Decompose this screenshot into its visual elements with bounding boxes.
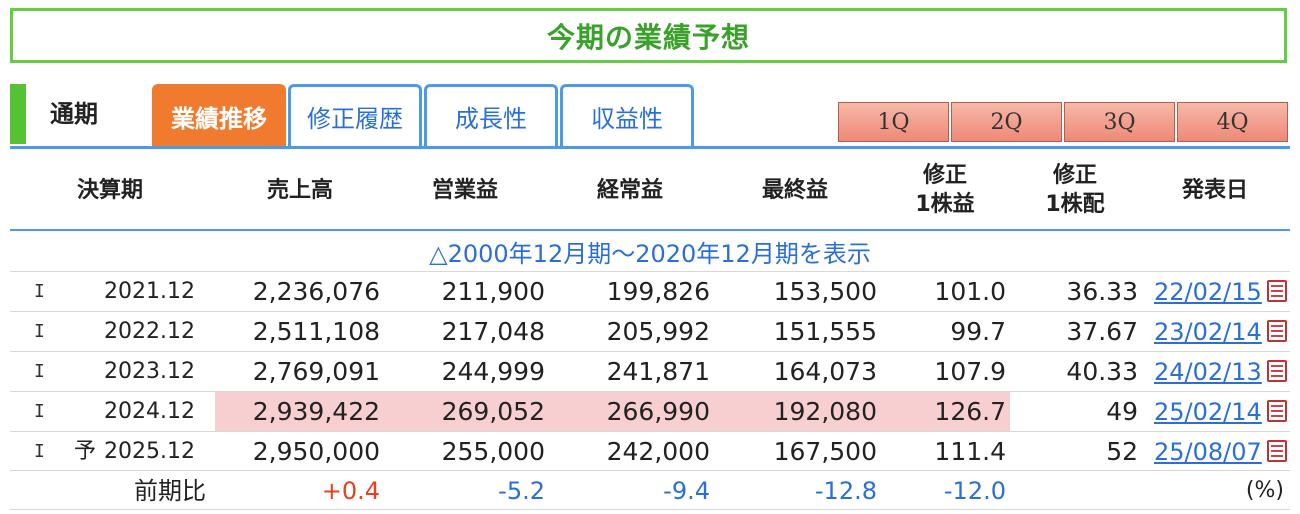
comparison-ordinary: -9.4 — [663, 477, 710, 505]
row-indicator: I — [34, 441, 45, 462]
announcement-date-link[interactable]: 25/02/14 — [1154, 398, 1262, 426]
header-eps-line2: 1株益 — [915, 192, 975, 217]
cell-ordinary: 205,992 — [606, 317, 710, 346]
announcement-date-link[interactable]: 23/02/14 — [1154, 318, 1262, 346]
cell-sales: 2,511,108 — [252, 317, 380, 346]
comparison-operating: -5.2 — [498, 477, 545, 505]
pdf-icon[interactable] — [1267, 320, 1287, 342]
tab-profitability[interactable]: 収益性 — [560, 84, 694, 146]
cell-operating: 244,999 — [441, 357, 545, 386]
table-row: I 2023.12 2,769,091 244,999 241,871 164,073 10… — [10, 351, 1290, 391]
row-highlight — [215, 392, 1010, 431]
table-row: I 予 2025.12 2,950,000 255,000 242,000 167,500 1… — [10, 431, 1290, 471]
row-indicator: I — [34, 361, 45, 382]
announcement-date-link[interactable]: 22/02/15 — [1154, 278, 1262, 306]
cell-period: 2025.12 — [104, 439, 195, 464]
cell-sales: 2,950,000 — [252, 437, 380, 466]
cell-net: 164,073 — [773, 357, 877, 386]
cell-net: 153,500 — [773, 277, 877, 306]
pdf-icon[interactable] — [1267, 400, 1287, 422]
cell-net: 167,500 — [773, 437, 877, 466]
header-date: 発表日 — [1181, 177, 1248, 203]
quarter-button-4q[interactable]: 4Q — [1177, 102, 1288, 142]
cell-sales: 2,236,076 — [252, 277, 380, 306]
row-indicator: I — [34, 321, 45, 342]
quarter-button-3q[interactable]: 3Q — [1064, 102, 1175, 142]
tab-bar: 通期 業績推移 修正履歴 成長性 収益性 — [10, 84, 1290, 148]
cell-eps: 99.7 — [950, 317, 1006, 346]
cell-dps: 40.33 — [1066, 357, 1138, 386]
forecast-mark — [74, 272, 104, 311]
page-title-box: 今期の業績予想 — [10, 8, 1287, 63]
cell-ordinary: 242,000 — [606, 437, 710, 466]
cell-operating: 211,900 — [441, 277, 545, 306]
header-eps: 修正 1株益 — [885, 152, 1005, 230]
forecast-mark — [74, 352, 104, 391]
cell-dps: 49 — [1106, 397, 1138, 426]
cell-sales: 2,769,091 — [252, 357, 380, 386]
cell-dps: 37.67 — [1066, 317, 1138, 346]
table-row: I 2022.12 2,511,108 217,048 205,992 151,555 99… — [10, 311, 1290, 351]
cell-period: 2024.12 — [104, 399, 195, 424]
cell-operating: 255,000 — [441, 437, 545, 466]
forecast-mark: 予 — [74, 439, 97, 464]
comparison-net: -12.8 — [814, 477, 877, 505]
cell-net: 192,080 — [773, 397, 877, 426]
pdf-icon[interactable] — [1267, 440, 1287, 462]
cell-eps: 111.4 — [934, 437, 1006, 466]
cell-eps: 101.0 — [934, 277, 1006, 306]
cell-operating: 269,052 — [441, 397, 545, 426]
cell-net: 151,555 — [773, 317, 877, 346]
cell-ordinary: 266,990 — [606, 397, 710, 426]
announcement-date-link[interactable]: 24/02/13 — [1154, 358, 1262, 386]
comparison-row: 前期比 +0.4 -5.2 -9.4 -12.8 -12.0 (%) — [10, 470, 1290, 510]
comparison-sales: +0.4 — [321, 477, 380, 505]
page-title: 今期の業績予想 — [546, 20, 750, 54]
header-period: 決算期 — [76, 177, 143, 203]
row-indicator: I — [34, 281, 45, 302]
row-indicator: I — [34, 401, 45, 422]
cell-ordinary: 199,826 — [606, 277, 710, 306]
table-row: I 2024.12 2,939,422 269,052 266,990 192,080 12… — [10, 391, 1290, 431]
pdf-icon[interactable] — [1267, 360, 1287, 382]
comparison-eps: -12.0 — [943, 477, 1006, 505]
tab-performance-trend[interactable]: 業績推移 — [152, 84, 286, 146]
comparison-unit: (%) — [1245, 478, 1284, 503]
table-row: I 2021.12 2,236,076 211,900 199,826 153,500 10… — [10, 271, 1290, 311]
cell-period: 2021.12 — [104, 279, 195, 304]
cell-dps: 36.33 — [1066, 277, 1138, 306]
header-underline — [10, 229, 1290, 231]
cell-period: 2022.12 — [104, 319, 195, 344]
cell-operating: 217,048 — [441, 317, 545, 346]
cell-period: 2023.12 — [104, 359, 195, 384]
header-operating: 営業益 — [431, 177, 498, 203]
cell-sales: 2,939,422 — [252, 397, 380, 426]
header-dps: 修正 1株配 — [1015, 152, 1135, 230]
tab-underline — [10, 146, 1290, 149]
header-dps-line2: 1株配 — [1045, 192, 1105, 217]
cell-ordinary: 241,871 — [606, 357, 710, 386]
quarter-button-2q[interactable]: 2Q — [951, 102, 1062, 142]
header-dps-line1: 修正 — [1052, 163, 1097, 189]
forecast-mark — [74, 392, 104, 431]
quarter-button-1q[interactable]: 1Q — [838, 102, 949, 142]
tab-growth[interactable]: 成長性 — [424, 84, 558, 146]
header-eps-line1: 修正 — [922, 163, 967, 189]
header-sales: 売上高 — [266, 177, 333, 203]
announcement-date-link[interactable]: 25/08/07 — [1154, 438, 1262, 466]
header-ordinary: 経常益 — [596, 177, 663, 203]
header-net: 最終益 — [761, 177, 828, 203]
tab-revision-history[interactable]: 修正履歴 — [288, 84, 422, 146]
cell-eps: 107.9 — [934, 357, 1006, 386]
forecast-mark — [74, 312, 104, 351]
cell-dps: 52 — [1106, 437, 1138, 466]
tab-marker — [10, 84, 26, 144]
cell-eps: 126.7 — [934, 397, 1006, 426]
show-range-link[interactable]: △2000年12月期～2020年12月期を表示 — [429, 239, 871, 268]
comparison-label: 前期比 — [134, 477, 206, 505]
pdf-icon[interactable] — [1267, 280, 1287, 302]
tab-period-label[interactable]: 通期 — [50, 100, 98, 128]
